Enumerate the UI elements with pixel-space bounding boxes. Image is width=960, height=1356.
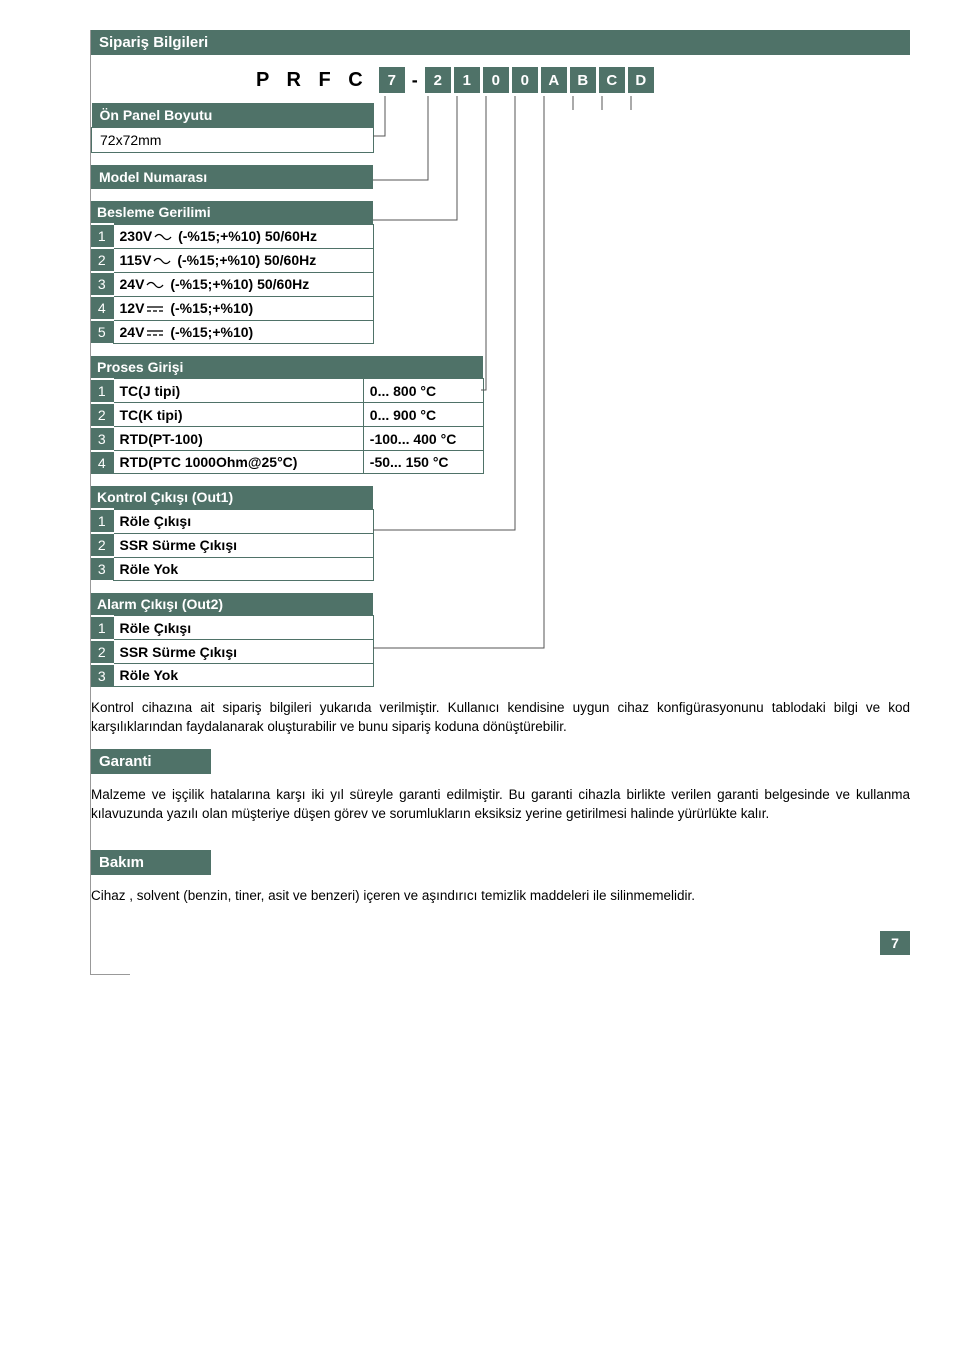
page: Sipariş Bilgileri P R F C 7-2100ABCD Ön … [90,30,910,955]
code-box: A [541,67,567,93]
table-row: 1Röle Çıkışı [91,509,373,533]
panel-size-title: Ön Panel Boyutu [92,103,374,128]
table-row: 3RTD(PT-100)-100... 400 °C [91,427,483,451]
option-number: 2 [91,533,113,557]
option-number: 2 [91,640,113,664]
order-info-paragraph: Kontrol cihazına ait sipariş bilgileri y… [91,699,910,737]
process-title: Proses Girişi [91,356,483,379]
option-number: 1 [91,509,113,533]
model-no-title: Model Numarası [91,165,373,189]
option-number: 2 [91,248,113,272]
option-text: 230V (-%15;+%10) 50/60Hz [113,224,373,248]
table-row: 3Röle Yok [91,557,373,580]
option-value: -100... 400 °C [363,427,483,451]
option-text: RTD(PT-100) [113,427,363,451]
option-number: 1 [91,379,113,403]
code-box: 1 [454,67,480,93]
option-text: 115V (-%15;+%10) 50/60Hz [113,248,373,272]
option-number: 4 [91,451,113,474]
option-text: Röle Yok [113,557,373,580]
option-number: 2 [91,403,113,427]
warranty-title: Garanti [91,749,211,774]
option-number: 3 [91,664,113,687]
option-number: 3 [91,272,113,296]
process-block: Proses Girişi 1TC(J tipi)0... 800 °C2TC(… [91,356,910,475]
code-prefix: P R F C [256,67,369,92]
section-order-info: Sipariş Bilgileri [91,30,910,55]
out1-title: Kontrol Çıkışı (Out1) [91,486,373,509]
table-row: 1Röle Çıkışı [91,616,373,640]
code-box: 0 [483,67,509,93]
option-text: Röle Yok [113,664,373,687]
option-value: 0... 800 °C [363,379,483,403]
table-row: 324V (-%15;+%10) 50/60Hz [91,272,373,296]
ac-symbol-icon [154,232,172,242]
code-box: C [599,67,625,93]
option-text: TC(J tipi) [113,379,363,403]
table-row: 1230V (-%15;+%10) 50/60Hz [91,224,373,248]
code-box: 0 [512,67,538,93]
model-no-block: Model Numarası [91,165,910,189]
product-code-row: P R F C 7-2100ABCD [91,67,910,93]
page-number: 7 [880,931,910,955]
option-number: 5 [91,320,113,343]
out2-title: Alarm Çıkışı (Out2) [91,593,373,616]
option-number: 3 [91,427,113,451]
supply-block: Besleme Gerilimi 1230V (-%15;+%10) 50/60… [91,201,910,344]
option-text: SSR Sürme Çıkışı [113,640,373,664]
option-text: 12V (-%15;+%10) [113,296,373,320]
panel-size-value: 72x72mm [92,128,374,153]
page-corner-decoration [90,955,130,975]
maintenance-text: Cihaz , solvent (benzin, tiner, asit ve … [91,887,910,906]
option-text: TC(K tipi) [113,403,363,427]
option-number: 3 [91,557,113,580]
code-boxes: 7-2100ABCD [379,67,654,93]
table-row: 1TC(J tipi)0... 800 °C [91,379,483,403]
option-value: -50... 150 °C [363,451,483,474]
warranty-text: Malzeme ve işçilik hatalarına karşı iki … [91,786,910,824]
ac-symbol-icon [146,280,164,290]
ac-symbol-icon [153,256,171,266]
table-row: 2115V (-%15;+%10) 50/60Hz [91,248,373,272]
option-number: 1 [91,224,113,248]
table-row: 4RTD(PTC 1000Ohm@25°C)-50... 150 °C [91,451,483,474]
option-value: 0... 900 °C [363,403,483,427]
table-row: 524V (-%15;+%10) [91,320,373,343]
dc-symbol-icon [146,304,164,314]
code-box: B [570,67,596,93]
table-row: 3Röle Yok [91,664,373,687]
maintenance-title: Bakım [91,850,211,875]
option-text: Röle Çıkışı [113,509,373,533]
table-row: 2SSR Sürme Çıkışı [91,533,373,557]
supply-title: Besleme Gerilimi [91,201,373,224]
code-box: 7 [379,67,405,93]
out1-block: Kontrol Çıkışı (Out1) 1Röle Çıkışı2SSR S… [91,486,910,581]
option-text: Röle Çıkışı [113,616,373,640]
code-box: 2 [425,67,451,93]
option-text: RTD(PTC 1000Ohm@25°C) [113,451,363,474]
table-row: 2SSR Sürme Çıkışı [91,640,373,664]
code-dash: - [408,67,422,93]
out2-block: Alarm Çıkışı (Out2) 1Röle Çıkışı2SSR Sür… [91,593,910,688]
table-row: 2TC(K tipi)0... 900 °C [91,403,483,427]
option-text: SSR Sürme Çıkışı [113,533,373,557]
table-row: 412V (-%15;+%10) [91,296,373,320]
option-number: 1 [91,616,113,640]
code-box: D [628,67,654,93]
dc-symbol-icon [146,328,164,338]
option-number: 4 [91,296,113,320]
panel-size-block: Ön Panel Boyutu 72x72mm [91,103,910,153]
option-text: 24V (-%15;+%10) 50/60Hz [113,272,373,296]
option-text: 24V (-%15;+%10) [113,320,373,343]
